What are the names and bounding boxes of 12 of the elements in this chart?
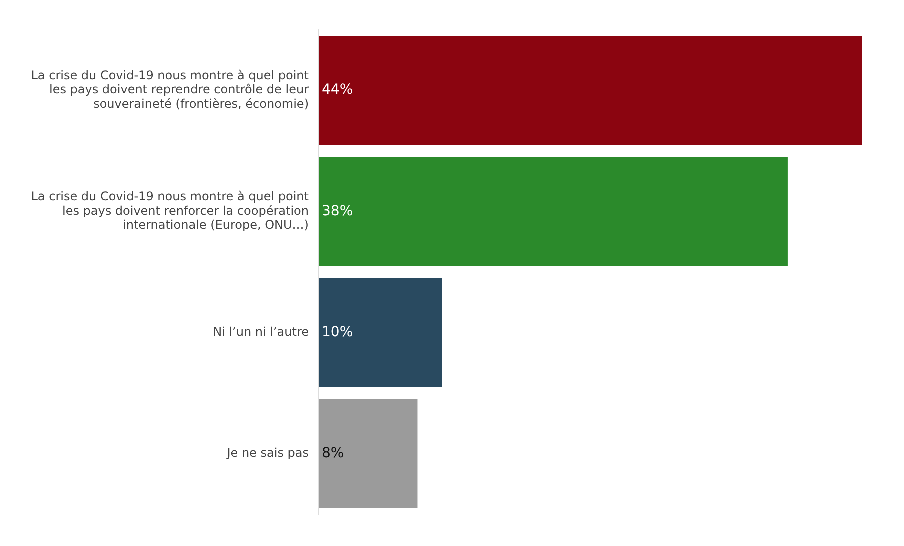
data-label: 8% [322,445,344,462]
data-label: 44% [322,82,354,98]
y-tick-label: Je ne sais pas [226,446,309,460]
y-tick-label: La crise du Covid-19 nous montre à quel point les pays doivent renforcer la coopération internationale (Europe, ONU…) [31,189,310,232]
data-label: 10% [322,324,354,340]
bar [319,36,862,146]
bar [319,399,418,508]
y-tick-label: Ni l’un ni l’autre [213,324,309,339]
y-tick-label: La crise du Covid-19 nous montre à quel point les pays doivent reprendre contrôle de leur souveraineté (frontières, économie) [31,68,310,112]
bar [319,278,442,388]
bar [319,157,788,266]
data-label: 38% [322,203,354,220]
